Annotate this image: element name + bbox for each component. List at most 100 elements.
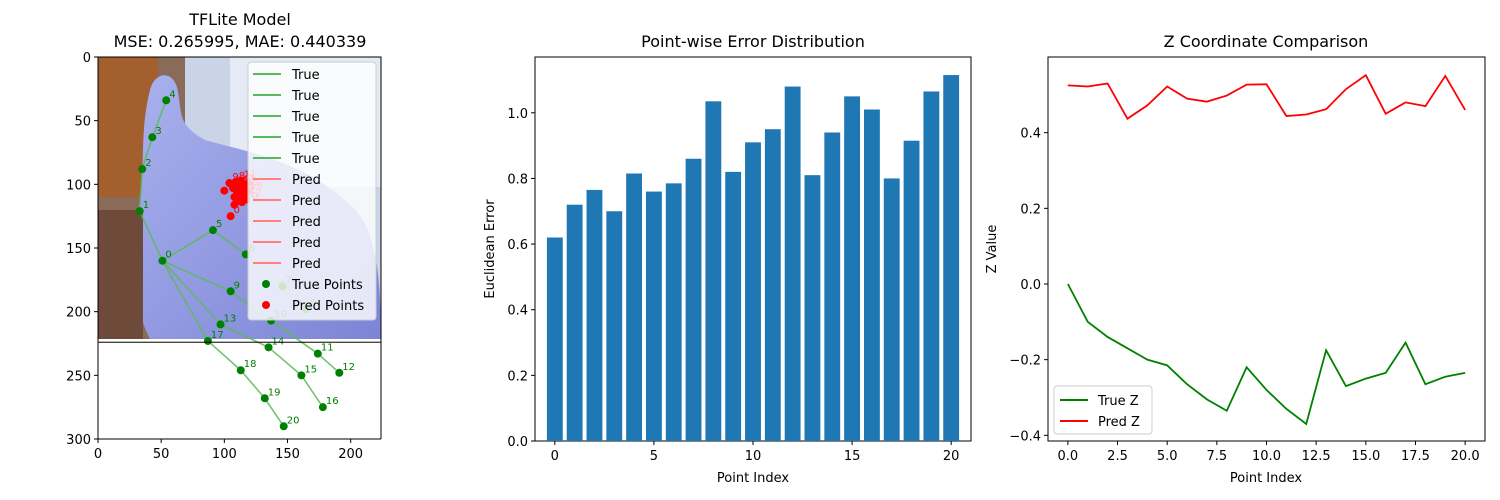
z-series-line bbox=[1067, 73, 1466, 120]
x-tick-label: 10.0 bbox=[1252, 449, 1281, 464]
error-bar bbox=[685, 158, 702, 441]
true-point-label: 0 bbox=[165, 250, 171, 261]
true-point-label: 11 bbox=[321, 343, 334, 354]
legend-entry: True Z bbox=[1097, 394, 1139, 409]
true-skeleton-segment bbox=[161, 260, 209, 342]
x-tick-label: 0 bbox=[551, 449, 559, 464]
pred-point-label: 8 bbox=[239, 171, 245, 182]
y-tick-label: 0.6 bbox=[507, 238, 528, 253]
true-point bbox=[138, 165, 147, 174]
x-tick-label: 5.0 bbox=[1157, 449, 1178, 464]
error-bar bbox=[665, 183, 682, 441]
pred-point-label: 16 bbox=[240, 181, 253, 192]
y-tick-label: 0 bbox=[83, 51, 91, 66]
y-tick-label: 0.2 bbox=[1020, 202, 1041, 217]
x-tick-label: 7.5 bbox=[1206, 449, 1227, 464]
true-point bbox=[313, 349, 322, 358]
legend-entry: True bbox=[291, 110, 320, 125]
true-point bbox=[158, 256, 167, 265]
error-bar bbox=[566, 204, 583, 441]
true-skeleton-segment bbox=[317, 353, 340, 374]
true-skeleton-segment bbox=[220, 323, 269, 349]
y-tick-label: 50 bbox=[74, 115, 91, 130]
error-bar bbox=[546, 237, 563, 441]
panel3-ylabel: Z Value bbox=[985, 225, 1000, 274]
y-tick-label: 0.4 bbox=[507, 304, 528, 319]
true-point-label: 13 bbox=[224, 313, 237, 324]
y-tick-label: −0.2 bbox=[1009, 354, 1041, 369]
error-bar bbox=[725, 171, 742, 441]
x-tick-label: 20.0 bbox=[1451, 449, 1480, 464]
error-bars bbox=[546, 75, 960, 442]
legend-entry: Pred Z bbox=[1098, 415, 1140, 430]
panel3-legend: True Z Pred Z bbox=[1053, 385, 1153, 435]
true-skeleton-segment bbox=[161, 260, 222, 325]
y-tick-label: 300 bbox=[66, 433, 91, 448]
true-point bbox=[226, 287, 235, 296]
pred-point bbox=[229, 184, 238, 193]
panel3-axes: 0.0 2.5 5.0 7.5 10.0 12.5 15.0 17.5 20.0 −0.4 −0.2… bbox=[1009, 127, 1479, 464]
true-point bbox=[162, 96, 171, 105]
error-bar bbox=[804, 175, 821, 441]
x-tick-label: 5 bbox=[650, 449, 658, 464]
error-bar bbox=[784, 86, 801, 442]
true-point bbox=[279, 422, 288, 431]
true-point bbox=[297, 371, 306, 380]
y-tick-label: 0.8 bbox=[507, 172, 528, 187]
x-tick-label: 200 bbox=[338, 447, 363, 462]
y-tick-label: 0.0 bbox=[507, 435, 528, 450]
x-tick-label: 0.0 bbox=[1058, 449, 1079, 464]
y-tick-label: 0.2 bbox=[507, 369, 528, 384]
true-point bbox=[216, 320, 225, 329]
true-skeleton-segment bbox=[240, 369, 266, 399]
hand-landmark-panel: TFLite Model MSE: 0.265995, MAE: 0.44033… bbox=[66, 10, 382, 462]
y-tick-label: 250 bbox=[66, 369, 91, 384]
panel1-title-line2: MSE: 0.265995, MAE: 0.440339 bbox=[114, 32, 367, 51]
true-point-label: 18 bbox=[244, 359, 257, 370]
error-bar bbox=[863, 109, 880, 441]
pred-point-label: 19 bbox=[236, 177, 249, 188]
true-skeleton-segment bbox=[138, 210, 164, 262]
legend-entry: Pred bbox=[292, 173, 321, 188]
legend-box bbox=[247, 61, 377, 321]
y-tick-label: −0.4 bbox=[1009, 429, 1041, 444]
true-skeleton-segment bbox=[264, 397, 285, 427]
error-bar bbox=[645, 191, 662, 441]
true-skeleton-segment bbox=[138, 169, 144, 212]
true-skeleton-segment bbox=[212, 229, 247, 256]
true-point-label: 5 bbox=[216, 219, 222, 230]
true-point-label: 15 bbox=[304, 364, 317, 375]
true-point-label: 19 bbox=[268, 387, 281, 398]
x-tick-label: 2.5 bbox=[1107, 449, 1128, 464]
true-point-label: 12 bbox=[342, 362, 355, 373]
legend-marker bbox=[262, 301, 270, 309]
x-tick-label: 50 bbox=[153, 447, 170, 462]
error-bar bbox=[705, 101, 722, 442]
x-tick-label: 0 bbox=[94, 447, 102, 462]
error-bar bbox=[824, 132, 841, 441]
x-tick-label: 12.5 bbox=[1302, 449, 1331, 464]
y-tick-label: 0.0 bbox=[1020, 278, 1041, 293]
true-point-label: 16 bbox=[326, 396, 339, 407]
true-skeleton-segment bbox=[162, 229, 214, 262]
error-bar bbox=[626, 173, 643, 441]
panel2-ylabel: Euclidean Error bbox=[483, 199, 498, 299]
panel1-legend: True True True True True Pred Pred Pred Pred Pred… bbox=[247, 61, 377, 321]
legend-entry: True bbox=[291, 152, 320, 167]
true-skeleton-segment bbox=[207, 340, 242, 371]
z-series-line bbox=[1067, 283, 1466, 426]
pred-point-label: 0 bbox=[234, 205, 240, 216]
legend-entry: True bbox=[291, 131, 320, 146]
true-point-label: 3 bbox=[155, 126, 161, 137]
true-skeleton-segment bbox=[141, 136, 154, 170]
y-tick-label: 1.0 bbox=[507, 107, 528, 122]
true-point-label: 17 bbox=[211, 330, 224, 341]
legend-entry: Pred bbox=[292, 194, 321, 209]
error-bar-panel: Point-wise Error Distribution 0 5 10 15 20 0.… bbox=[483, 32, 972, 486]
legend-entry: Pred bbox=[292, 215, 321, 230]
error-bar bbox=[606, 211, 623, 441]
true-point bbox=[135, 207, 144, 216]
panel3-title: Z Coordinate Comparison bbox=[1164, 32, 1369, 51]
panel2-xlabel: Point Index bbox=[717, 471, 790, 486]
